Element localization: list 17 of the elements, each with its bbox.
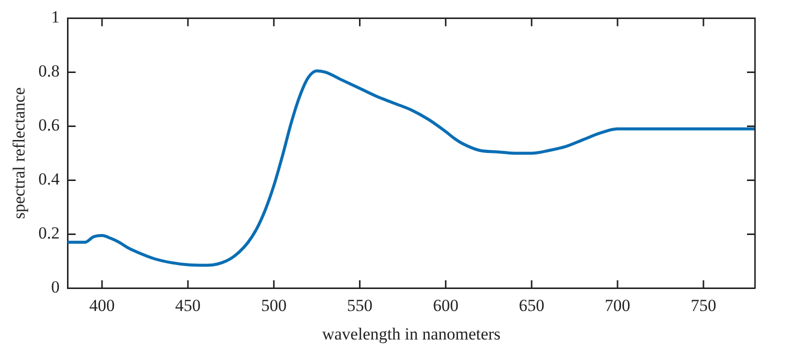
y-tick-label: 0: [51, 278, 60, 297]
y-tick-label: 0.8: [38, 62, 60, 81]
y-tick-label: 0.2: [38, 224, 60, 243]
x-tick-label: 650: [518, 296, 544, 315]
x-tick-label: 450: [175, 296, 201, 315]
y-tick-label: 0.6: [38, 116, 60, 135]
y-tick-label: 0.4: [38, 170, 60, 189]
y-axis-title: spectral reflectance: [10, 87, 29, 220]
line-series: [68, 69, 755, 267]
x-tick-label: 500: [261, 296, 287, 315]
y-tick-label: 1: [51, 8, 60, 27]
x-tick-label: 600: [432, 296, 458, 315]
x-tick-label: 750: [690, 296, 716, 315]
x-tick-label: 400: [89, 296, 115, 315]
x-tick-label: 550: [347, 296, 373, 315]
x-axis-title: wavelength in nanometers: [322, 324, 501, 344]
x-tick-label: 700: [604, 296, 630, 315]
